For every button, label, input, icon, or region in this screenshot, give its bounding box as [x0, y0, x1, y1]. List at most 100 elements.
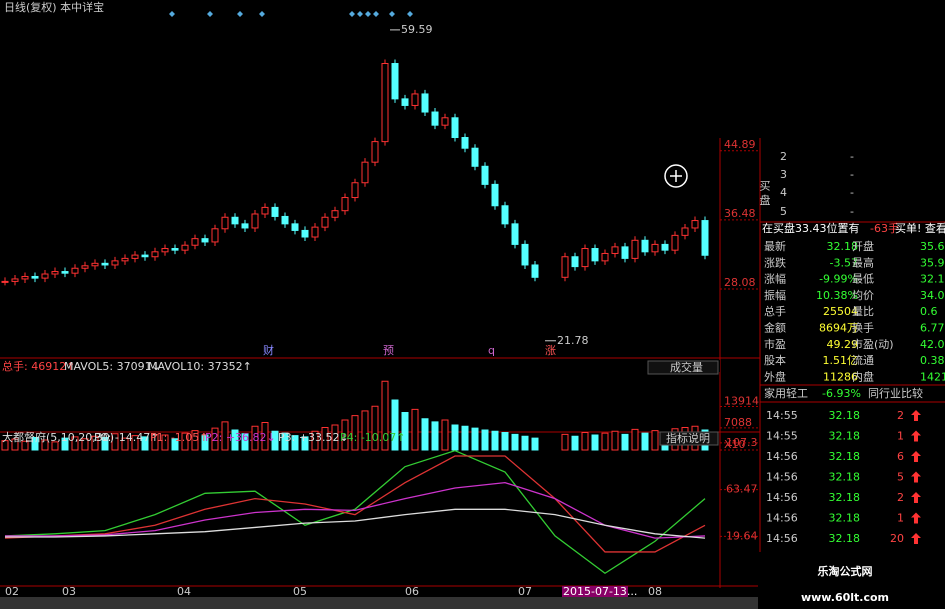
- x-tick-label: 05: [293, 585, 307, 598]
- volume-bar: [211, 427, 219, 451]
- quote-cell: 35.6: [920, 240, 945, 253]
- candle: [351, 182, 359, 199]
- quote-cell: 流通: [852, 353, 874, 367]
- candle: [191, 238, 199, 246]
- volume-bar: [471, 427, 479, 451]
- quote-cell: 1421: [920, 370, 945, 383]
- volume-bar: [301, 436, 309, 451]
- quote-cell: 6.77: [920, 322, 945, 335]
- quote-cell: 0.38亿: [920, 354, 945, 367]
- quote-cell: 8694万: [819, 322, 858, 335]
- quote-cell: 市盈(动): [852, 337, 894, 351]
- indicator-header: 大都督府(5,10,20,30): [2, 430, 114, 444]
- level: 3: [780, 168, 787, 181]
- trade-price: 32.18: [829, 491, 861, 504]
- candle: [111, 260, 119, 266]
- level-value: -: [850, 205, 854, 218]
- y-tick-label: X10: [724, 438, 746, 451]
- notice-action[interactable]: 买单! 查看详情: [895, 221, 945, 235]
- candle: [31, 275, 39, 279]
- candle: [401, 98, 409, 106]
- volume-bar: [91, 435, 99, 451]
- volume-bar: [81, 438, 89, 451]
- level-value: -: [850, 186, 854, 199]
- trade-arrow: [911, 471, 921, 483]
- volume-bar: [361, 410, 369, 451]
- volume-bar: [341, 419, 349, 451]
- volume-bar: [421, 418, 429, 451]
- candle: [671, 234, 679, 251]
- volume-bar: [101, 437, 109, 451]
- candle: [531, 264, 539, 278]
- candle: [451, 117, 459, 139]
- candle: [291, 223, 299, 231]
- quote-cell: -9.99%: [819, 273, 858, 286]
- volume-bar: [31, 437, 39, 451]
- y-tick-label: 7088: [724, 416, 752, 429]
- quote-cell: 开盘: [852, 239, 874, 253]
- volume-bar: [621, 433, 629, 451]
- trade-price: 32.18: [829, 450, 861, 463]
- candle: [391, 63, 399, 100]
- volume-bar: [311, 430, 319, 451]
- volume-bar: [441, 419, 449, 451]
- candle: [301, 229, 309, 238]
- candle: [611, 246, 619, 254]
- trade-volume: 2: [897, 409, 904, 422]
- signal-marker: [407, 11, 413, 17]
- candle: [501, 205, 509, 225]
- volume-bar: [131, 435, 139, 451]
- trade-volume: 5: [897, 471, 904, 484]
- candle: [481, 165, 489, 185]
- candle: [581, 248, 589, 268]
- volume-header: MAVOL10: 37352↑: [148, 360, 252, 373]
- indicator-header: P1: -1.05↑: [150, 431, 209, 444]
- candle: [691, 220, 699, 229]
- volume-bar: [411, 408, 419, 451]
- y-tick-label: 63.47: [726, 483, 758, 496]
- candle: [251, 213, 259, 229]
- industry-button[interactable]: 同行业比较: [868, 386, 923, 400]
- y-tick-label: 44.89: [724, 138, 756, 151]
- volume-bar: [431, 421, 439, 451]
- button[interactable]: [647, 360, 719, 375]
- quote-cell: -3.57: [830, 256, 858, 269]
- volume-bar: [581, 432, 589, 451]
- volume-bar: [391, 399, 399, 451]
- candle: [621, 246, 629, 259]
- volume-bar: [451, 424, 459, 451]
- x-tick-label: 06: [405, 585, 419, 598]
- chart-title: 日线(复权) 本中详宝: [4, 0, 104, 14]
- volume-bar: [631, 428, 639, 451]
- candle: [21, 275, 29, 280]
- quote-cell: 49.29: [827, 338, 859, 351]
- cursor-date-bg: [562, 586, 628, 597]
- candle: [491, 183, 499, 207]
- signal-marker: [357, 11, 363, 17]
- candle: [231, 216, 239, 225]
- quote-cell: 32.1: [920, 273, 945, 286]
- candle: [411, 93, 419, 106]
- notice-qty: -63手: [870, 221, 899, 235]
- candle: [511, 223, 519, 245]
- quote-cell: 量比: [852, 305, 874, 318]
- volume-bar: [291, 435, 299, 451]
- candle: [81, 265, 89, 269]
- candle: [321, 216, 329, 228]
- candle: [461, 137, 469, 149]
- volume-bar: [121, 437, 129, 451]
- volume-bar: [511, 433, 519, 451]
- button[interactable]: [659, 431, 719, 446]
- candle: [121, 257, 129, 262]
- trade-volume: 1: [897, 512, 904, 525]
- y-tick-label: 36.48: [724, 207, 756, 220]
- candle: [421, 93, 429, 113]
- annotation: 21.78: [557, 334, 589, 347]
- volume-bar: [21, 440, 29, 451]
- x-tick-label: 02: [5, 585, 19, 598]
- event-label: 预: [383, 344, 394, 357]
- candle: [171, 248, 179, 251]
- signal-marker: [237, 11, 243, 17]
- y-tick-label: 28.08: [724, 276, 756, 289]
